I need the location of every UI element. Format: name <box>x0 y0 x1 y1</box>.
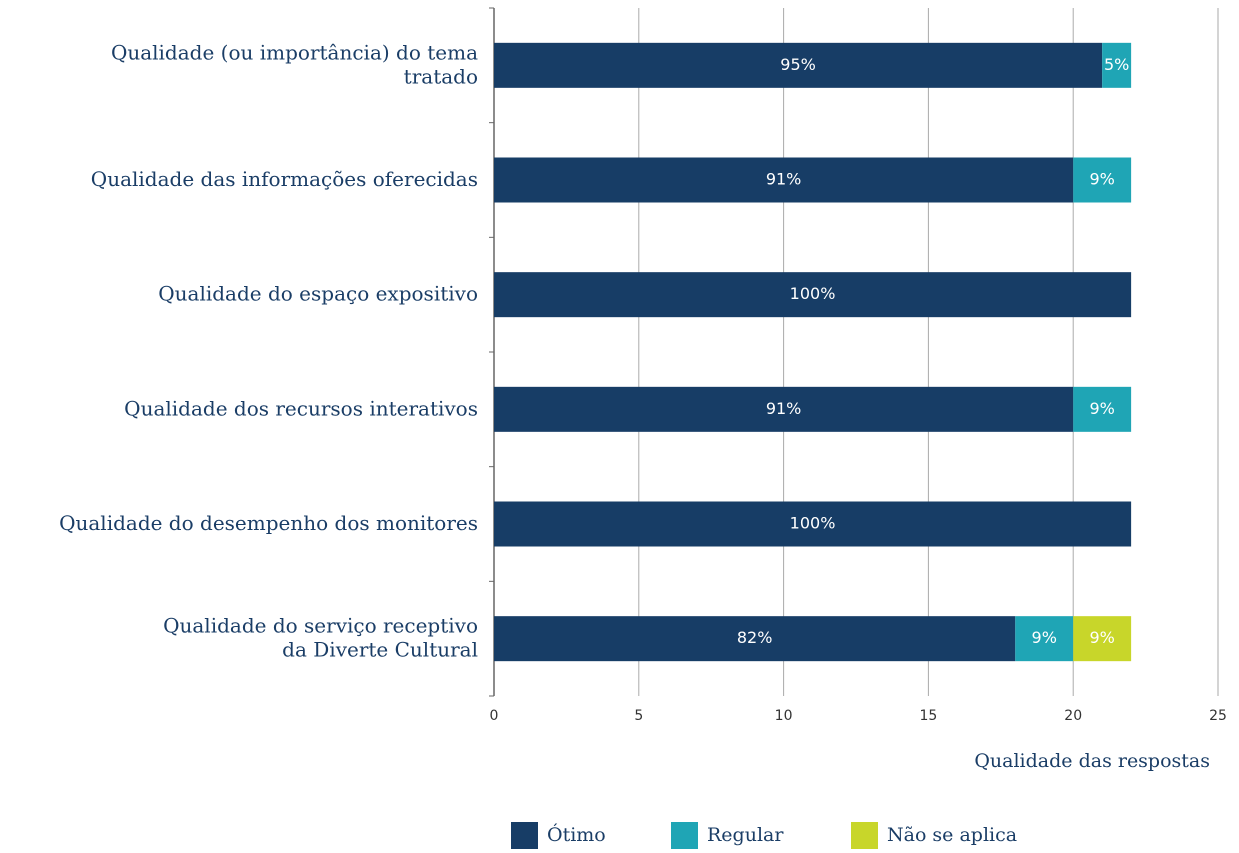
x-tick-label: 10 <box>775 708 793 724</box>
y-tick-label: Qualidade do serviço receptivo da Diverte… <box>163 613 478 661</box>
y-tick-label: Qualidade do desempenho dos monitores <box>59 511 478 535</box>
bar-segment <box>1102 42 1132 88</box>
x-tick-label: 5 <box>634 708 643 724</box>
value-label: 9% <box>1089 170 1114 189</box>
bar-segment <box>1073 616 1132 662</box>
x-axis-title: Qualidade das respostas <box>974 750 1210 772</box>
legend-label: Não se aplica <box>887 824 1017 846</box>
value-label: 100% <box>790 514 836 533</box>
value-label: 95% <box>780 55 816 74</box>
value-label: 5% <box>1104 55 1129 74</box>
bar-segment <box>1015 616 1074 662</box>
legend-swatch <box>511 822 538 849</box>
y-tick-label: Qualidade dos recursos interativos <box>124 396 478 420</box>
value-label: 91% <box>766 399 802 418</box>
bar-segment <box>494 157 1074 203</box>
y-tick-label: Qualidade do espaço expositivo <box>158 281 478 305</box>
value-label: 9% <box>1089 399 1114 418</box>
legend-swatch <box>851 822 878 849</box>
x-tick-label: 25 <box>1209 708 1227 724</box>
bar-segment <box>494 386 1074 432</box>
bar-segment <box>1073 157 1132 203</box>
value-label: 9% <box>1089 628 1114 647</box>
x-tick-label: 15 <box>919 708 937 724</box>
x-tick-label: 0 <box>490 708 499 724</box>
value-label: 82% <box>737 628 773 647</box>
bar-segment <box>1073 386 1132 432</box>
y-tick-label: Qualidade (ou importância) do tema tratad… <box>111 40 478 88</box>
legend-label: Regular <box>707 824 784 846</box>
x-tick-label: 20 <box>1064 708 1082 724</box>
value-label: 91% <box>766 170 802 189</box>
bar-segment <box>494 501 1132 547</box>
bar-segment <box>494 616 1016 662</box>
bar-segment <box>494 272 1132 318</box>
value-label: 100% <box>790 284 836 303</box>
y-tick-label: Qualidade das informações oferecidas <box>91 167 478 191</box>
bar-segment <box>494 42 1103 88</box>
legend-swatch <box>671 822 698 849</box>
value-label: 9% <box>1032 628 1057 647</box>
legend-label: Ótimo <box>547 823 606 846</box>
